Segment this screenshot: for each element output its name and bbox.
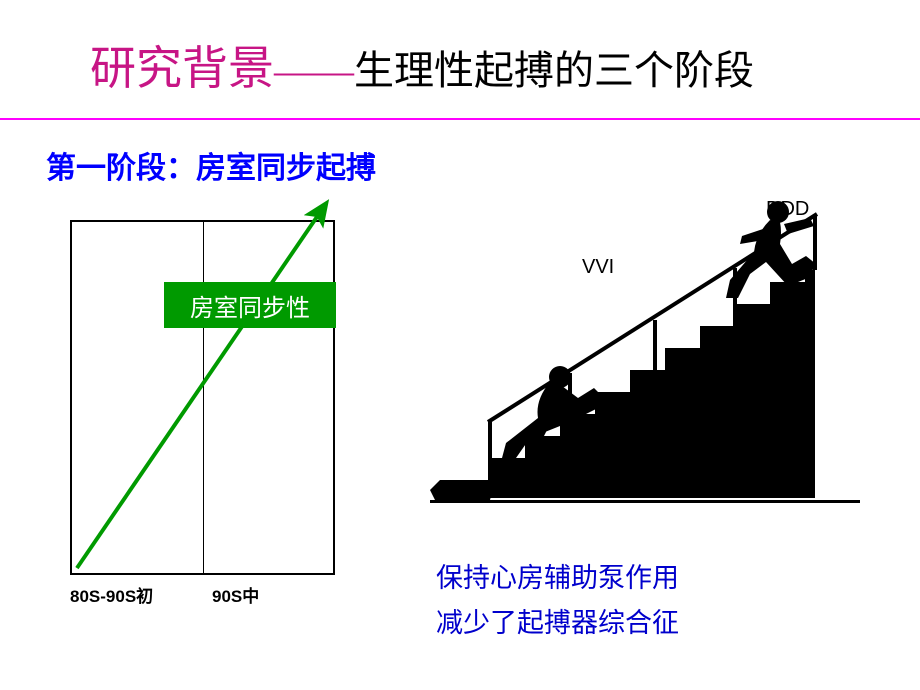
stage-label: 第一阶段：房室同步起搏 xyxy=(46,143,376,187)
title-main: 研究背景 xyxy=(90,32,274,98)
title-sub: 生理性起搏的三个阶段 xyxy=(354,38,754,96)
slide-title: 研究背景 —— 生理性起搏的三个阶段 xyxy=(90,32,754,98)
chart-arrow xyxy=(72,222,333,573)
x-label-left: 80S-90S初 xyxy=(70,582,153,607)
x-label-right: 90S中 xyxy=(212,582,259,607)
chart-box-label: 房室同步性 xyxy=(164,282,336,328)
label-ddd: DDD xyxy=(766,198,809,221)
sync-chart: 房室同步性 xyxy=(70,220,335,575)
caption-line-1: 保持心房辅助泵作用 xyxy=(436,556,679,595)
stairs-illustration xyxy=(430,200,880,520)
caption-line-2: 减少了起搏器综合征 xyxy=(436,601,679,640)
title-dash: —— xyxy=(274,47,354,94)
title-divider xyxy=(0,118,920,120)
label-vvi: VVI xyxy=(582,256,614,279)
